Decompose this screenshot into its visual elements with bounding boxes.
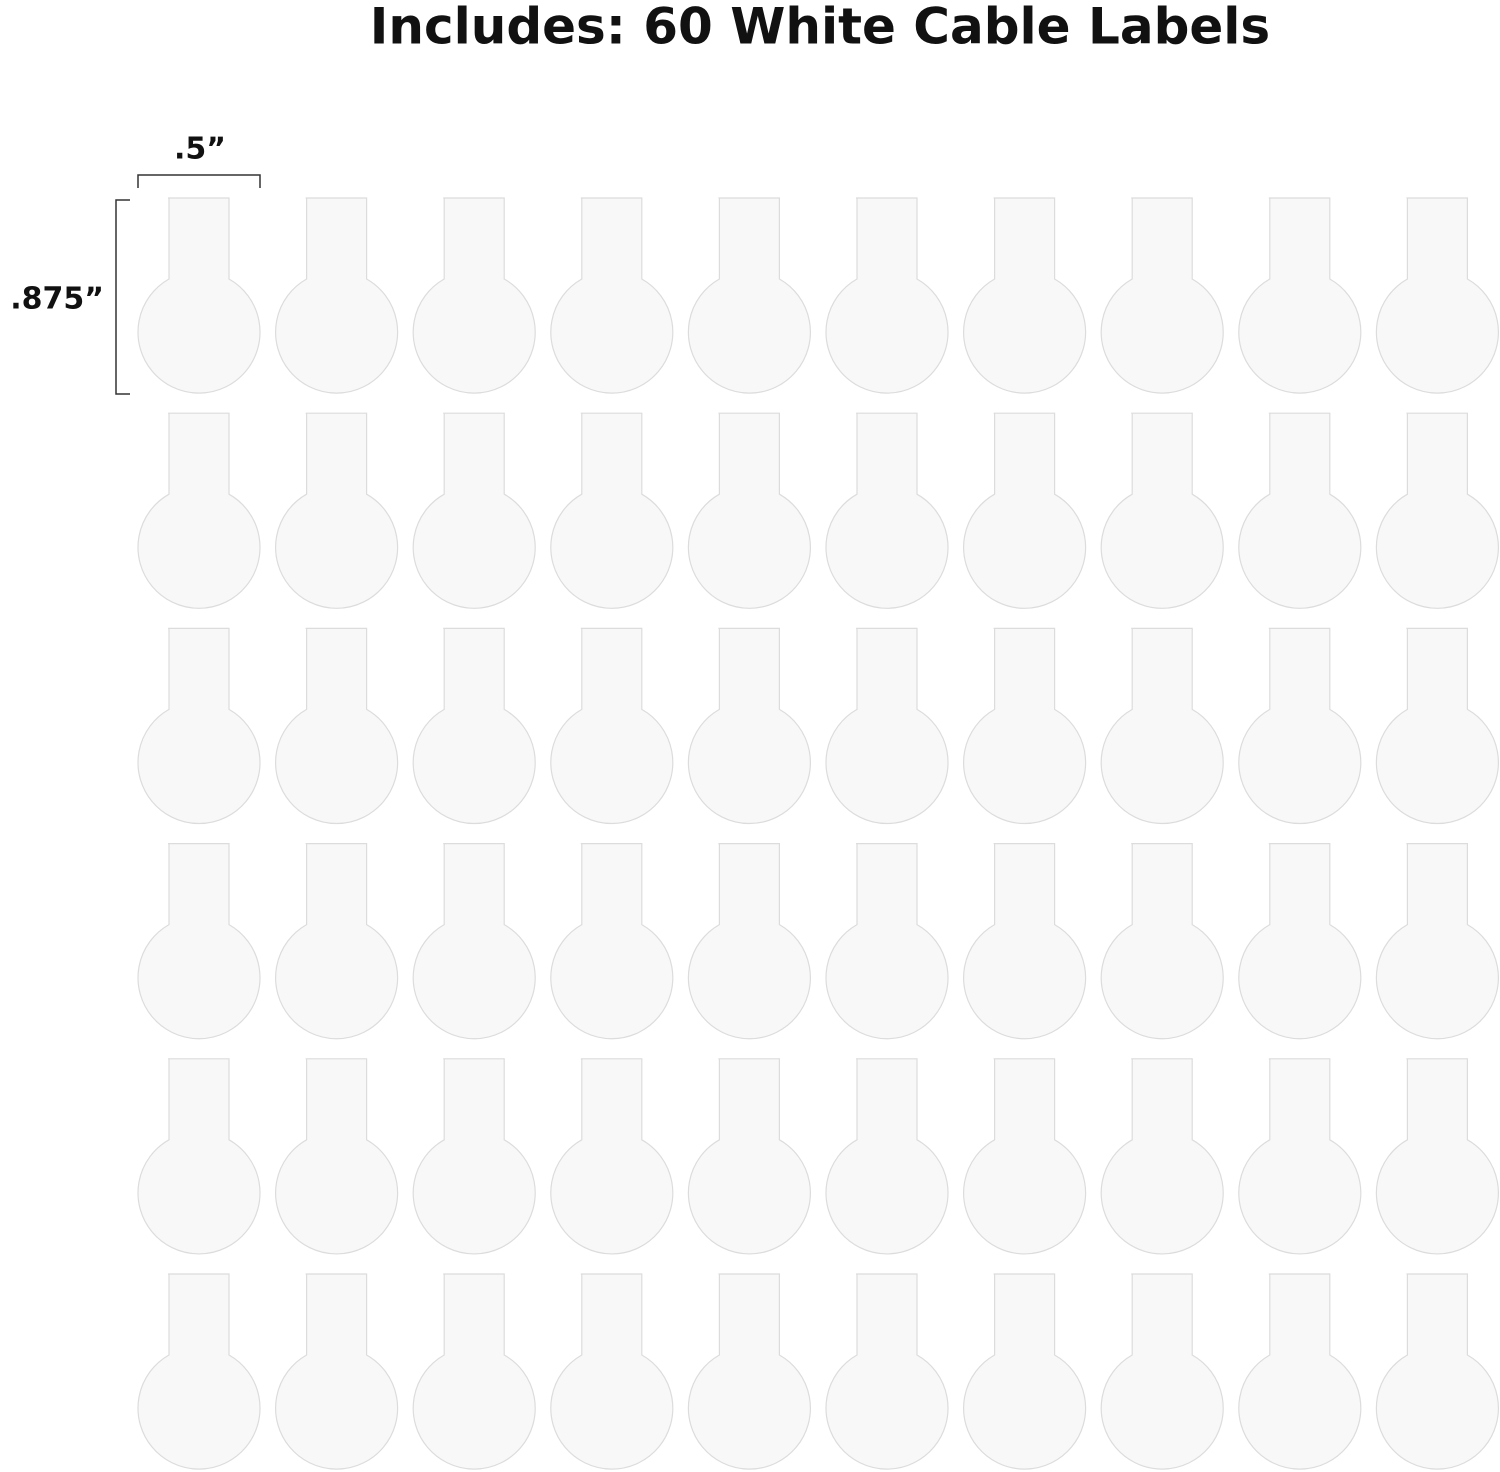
cable-label [687, 197, 811, 394]
cable-label [1100, 843, 1224, 1040]
cable-label [275, 843, 399, 1040]
cable-label [1238, 627, 1362, 825]
cable-label [1238, 843, 1362, 1040]
cable-label [275, 1273, 399, 1470]
cable-label [1100, 627, 1224, 825]
height-label: .875” [10, 282, 104, 317]
cable-label [825, 412, 949, 609]
cable-label [963, 627, 1087, 825]
cable-label [275, 412, 399, 609]
cable-label [1238, 412, 1362, 609]
cable-label [137, 843, 261, 1040]
cable-label [963, 412, 1087, 609]
cable-label [1375, 412, 1499, 609]
cable-label [963, 1273, 1087, 1470]
cable-label [137, 1058, 261, 1255]
cable-label [1375, 1058, 1499, 1255]
cable-label [1375, 627, 1499, 825]
cable-label [687, 1273, 811, 1470]
cable-label [687, 412, 811, 609]
cable-label [550, 197, 674, 394]
cable-label [1238, 197, 1362, 394]
cable-label [412, 1273, 536, 1470]
cable-label [825, 1058, 949, 1255]
cable-label [550, 843, 674, 1040]
height-bracket [115, 199, 130, 395]
cable-label [825, 843, 949, 1040]
cable-label [825, 197, 949, 394]
cable-label [963, 1058, 1087, 1255]
cable-label [1238, 1058, 1362, 1255]
width-label: .5” [174, 132, 226, 167]
cable-label [275, 197, 399, 394]
cable-label [550, 1058, 674, 1255]
cable-label [137, 197, 261, 394]
cable-label [1375, 197, 1499, 394]
cable-label [137, 1273, 261, 1470]
cable-label [550, 412, 674, 609]
cable-label [412, 843, 536, 1040]
width-bracket [137, 174, 261, 188]
label-grid [137, 197, 1499, 1470]
cable-label [275, 627, 399, 825]
cable-label [1238, 1273, 1362, 1470]
cable-label [275, 1058, 399, 1255]
cable-label [1100, 412, 1224, 609]
cable-label [1100, 1273, 1224, 1470]
cable-label [1100, 197, 1224, 394]
cable-label [687, 843, 811, 1040]
title: Includes: 60 White Cable Labels [370, 0, 1270, 56]
cable-label [963, 197, 1087, 394]
cable-label [1375, 843, 1499, 1040]
cable-label [550, 1273, 674, 1470]
cable-label [687, 1058, 811, 1255]
cable-label [825, 1273, 949, 1470]
cable-label [412, 1058, 536, 1255]
cable-label [137, 627, 261, 825]
cable-label [412, 412, 536, 609]
cable-label [1375, 1273, 1499, 1470]
cable-label [550, 627, 674, 825]
cable-label [412, 197, 536, 394]
cable-label [825, 627, 949, 825]
cable-label [963, 843, 1087, 1040]
cable-label [412, 627, 536, 825]
cable-label [137, 412, 261, 609]
cable-label [687, 627, 811, 825]
cable-label [1100, 1058, 1224, 1255]
